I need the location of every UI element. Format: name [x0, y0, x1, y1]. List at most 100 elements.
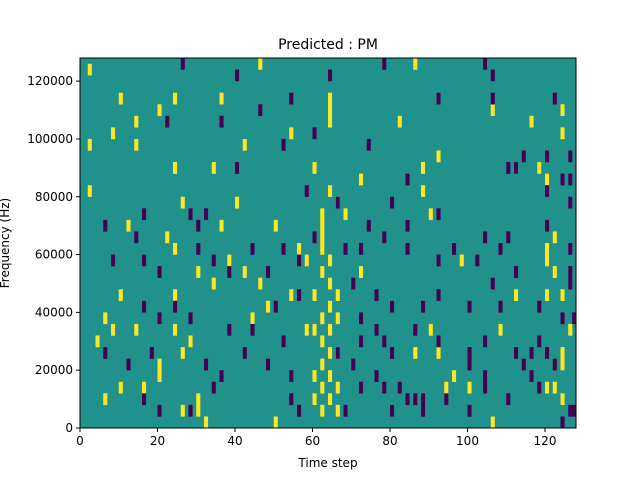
heatmap-cell-high — [157, 358, 162, 371]
heatmap-cell-high — [320, 381, 325, 394]
heatmap-cell-high — [320, 266, 325, 278]
heatmap-cell-low — [188, 404, 193, 417]
heatmap-cell-low — [568, 196, 573, 209]
y-tick-label: 120000 — [27, 74, 73, 88]
heatmap-cell-high — [428, 208, 433, 221]
heatmap-cell-low — [483, 58, 488, 70]
heatmap-cell-high — [118, 289, 123, 302]
heatmap-cell-high — [328, 277, 333, 290]
heatmap-cell-low — [374, 370, 379, 382]
heatmap-cell-low — [490, 92, 495, 105]
heatmap-cell-high — [157, 370, 162, 382]
heatmap-cell-low — [366, 219, 371, 232]
heatmap-cell-high — [428, 323, 433, 336]
heatmap-cell-low — [436, 335, 441, 348]
heatmap-cell-low — [572, 404, 577, 417]
heatmap-cell-low — [390, 300, 395, 313]
heatmap-cell-high — [173, 289, 178, 302]
heatmap-cell-low — [545, 219, 550, 232]
heatmap-cell-high — [552, 266, 557, 278]
heatmap-cell-low — [297, 289, 302, 302]
heatmap-cell-low — [568, 277, 573, 290]
heatmap-cell-low — [281, 243, 286, 255]
heatmap-cell-high — [490, 416, 495, 429]
heatmap-cell-low — [421, 393, 426, 406]
y-tick-label: 60000 — [35, 248, 73, 262]
heatmap-cell-low — [498, 300, 503, 313]
heatmap-cell-low — [258, 104, 263, 117]
heatmap-cell-low — [436, 208, 441, 221]
heatmap-cell-low — [359, 381, 364, 394]
x-tick-label: 80 — [382, 434, 397, 448]
heatmap-cell-high — [529, 115, 534, 128]
heatmap-cell-low — [204, 358, 209, 371]
heatmap-cell-high — [560, 358, 565, 371]
heatmap-cells — [87, 58, 577, 429]
heatmap-cell-low — [568, 266, 573, 278]
heatmap-cell-low — [467, 347, 472, 359]
heatmap-cell-low — [537, 381, 542, 394]
heatmap-cell-high — [165, 231, 170, 244]
heatmap-cell-low — [382, 381, 387, 394]
heatmap-cell-low — [312, 231, 317, 244]
heatmap-cell-high — [173, 243, 178, 255]
heatmap-cell-high — [545, 173, 550, 186]
x-tick-label: 20 — [150, 434, 165, 448]
heatmap-cell-low — [405, 219, 410, 232]
heatmap-cell-high — [312, 393, 317, 406]
heatmap-cell-high — [258, 277, 263, 290]
heatmap-cell-high — [126, 219, 131, 232]
heatmap-cell-high — [545, 289, 550, 302]
heatmap-cell-low — [289, 92, 294, 105]
heatmap-cell-high — [173, 92, 178, 105]
heatmap-cell-low — [514, 347, 519, 359]
heatmap-cell-low — [304, 185, 309, 197]
heatmap-cell-low — [506, 231, 511, 244]
heatmap-cell-low — [281, 335, 286, 348]
heatmap-cell-high — [328, 104, 333, 117]
heatmap-cell-low — [219, 115, 224, 128]
heatmap-cell-low — [572, 312, 577, 325]
heatmap-cell-high — [95, 335, 100, 348]
heatmap-cell-low — [390, 347, 395, 359]
heatmap-cell-low — [483, 381, 488, 394]
heatmap-cell-high — [560, 347, 565, 359]
heatmap-cell-low — [273, 300, 278, 313]
heatmap-cell-high — [242, 266, 247, 278]
heatmap-cell-low — [142, 208, 147, 221]
heatmap-cell-high — [320, 358, 325, 371]
heatmap-cell-low — [281, 138, 286, 151]
heatmap-cell-low — [374, 289, 379, 302]
heatmap-cell-high — [335, 381, 340, 394]
heatmap-cell-high — [328, 323, 333, 336]
heatmap-cell-low — [521, 150, 526, 163]
heatmap-cell-high — [235, 196, 240, 209]
heatmap-cell-low — [421, 300, 426, 313]
heatmap-cell-low — [552, 358, 557, 371]
heatmap-cell-high — [328, 254, 333, 267]
heatmap-cell-low — [436, 289, 441, 302]
heatmap-cell-low — [142, 393, 147, 406]
heatmap-cell-low — [382, 335, 387, 348]
heatmap-cell-high — [320, 208, 325, 221]
heatmap-cell-low — [405, 393, 410, 406]
heatmap-cell-high — [242, 138, 247, 151]
heatmap-cell-high — [196, 404, 201, 417]
heatmap-cell-low — [235, 162, 240, 174]
heatmap-cell-high — [359, 173, 364, 186]
x-tick-label: 40 — [227, 434, 242, 448]
heatmap-cell-high — [560, 393, 565, 406]
heatmap-cell-low — [289, 393, 294, 406]
heatmap-cell-low — [405, 243, 410, 255]
heatmap-cell-low — [552, 92, 557, 105]
heatmap-cell-low — [382, 58, 387, 70]
heatmap-cell-high — [258, 58, 263, 70]
heatmap-cell-low — [335, 347, 340, 359]
heatmap-cell-low — [545, 150, 550, 163]
heatmap-cell-low — [413, 323, 418, 336]
heatmap-cell-high — [111, 127, 116, 140]
heatmap-cell-high — [134, 323, 139, 336]
heatmap-cell-low — [242, 347, 247, 359]
heatmap-cell-low — [514, 266, 519, 278]
